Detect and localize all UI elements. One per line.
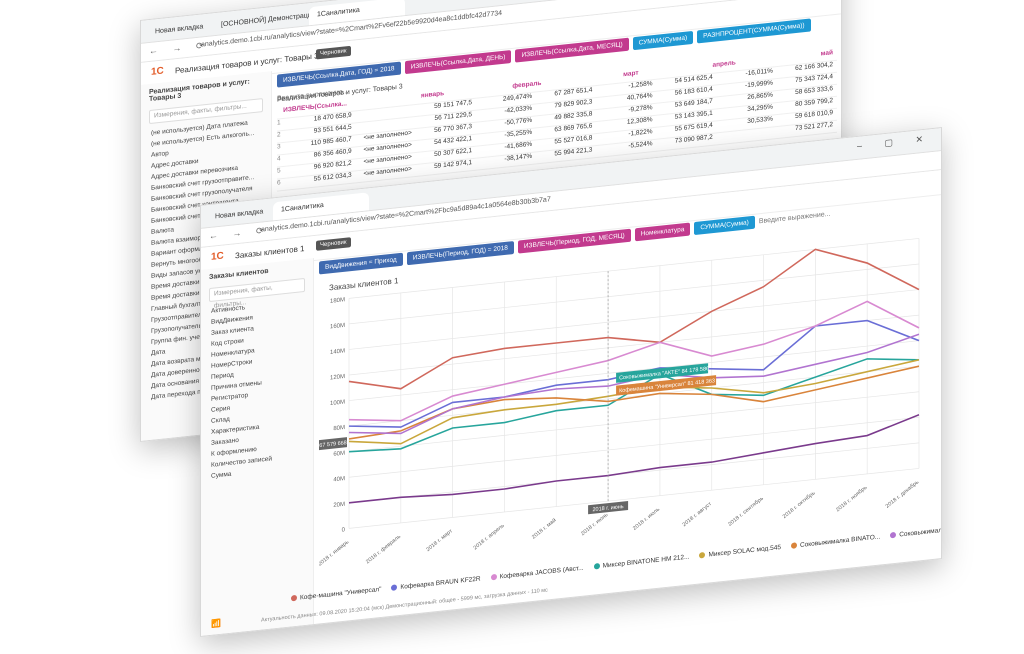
window-controls[interactable]: – ▢ ✕ [856, 132, 933, 151]
x-tick-label: 2018 г. май [530, 517, 557, 541]
gridline [349, 263, 919, 325]
pivot-cell: 6 [277, 179, 281, 187]
y-tick-label: 60M [333, 451, 345, 458]
gridline [349, 442, 919, 504]
crosshair-x-badge [588, 501, 629, 515]
gridline [349, 468, 919, 529]
x-tick-label: 2018 г. ноябрь [835, 485, 868, 514]
fields-sidebar: Заказы клиентов Измерения, факты, фильтр… [201, 258, 314, 636]
x-tick-label: 2018 г. июнь [580, 512, 609, 537]
legend-swatch [490, 574, 497, 581]
pivot-cell: 4 [277, 155, 281, 163]
x-tick-label: 2018 г. февраль [365, 534, 402, 566]
legend-item[interactable]: Кофеварка JACOBS (Авст... [490, 564, 584, 582]
gridline [349, 365, 919, 427]
y-tick-label: 40M [333, 476, 345, 483]
front-browser-window: Новая вкладка 1Cаналитика – ▢ ✕ ← → ⟳ an… [200, 127, 942, 637]
legend-swatch [391, 584, 398, 592]
legend-swatch [291, 595, 297, 602]
gridline [349, 416, 919, 478]
y-tick-label: 100M [330, 399, 345, 407]
chart-type-icon[interactable]: 📶 [211, 618, 221, 629]
legend-swatch [890, 532, 897, 539]
legend-label: Кофеварка BRAUN KF22R [400, 575, 481, 591]
y-tick-label: 140M [330, 348, 345, 356]
legend-label: Миксер BINATONE HM 212... [602, 553, 690, 570]
x-tick-label: 2018 г. июль [632, 507, 661, 532]
x-tick-label: 2018 г. октябрь [782, 490, 817, 520]
y-tick-label: 120M [330, 374, 345, 382]
y-tick-label: 0 [342, 527, 346, 533]
series-line[interactable] [348, 238, 920, 394]
y-tick-label: 160M [330, 323, 345, 331]
pivot-cell: 1 [277, 119, 281, 127]
x-tick-label: 2018 г. декабрь [885, 479, 920, 509]
legend-item[interactable]: Соковыжималка BINATO... [790, 533, 881, 550]
draft-badge: Черновик [316, 45, 351, 60]
chart-title: Заказы клиентов 1 [329, 276, 399, 292]
gridline [349, 340, 919, 401]
legend-item[interactable]: Соковыжималка SOLAC ... [890, 523, 942, 539]
y-tick-label: 180M [330, 297, 345, 305]
legend-item[interactable]: Кофеварка BRAUN KF22R [391, 575, 481, 592]
y-tick-label: 80M [333, 425, 345, 432]
legend-swatch [593, 563, 600, 570]
report-title: Заказы клиентов 1 [235, 244, 305, 261]
x-tick-label: 2018 г. март [425, 528, 454, 553]
gridline [349, 391, 919, 453]
draft-badge: Черновик [316, 237, 351, 251]
pivot-cell: 2 [277, 131, 281, 139]
y-tick-label: 20M [333, 502, 345, 509]
tooltip-box [616, 363, 709, 383]
legend-label: Соковыжималка BINATO... [799, 533, 881, 549]
x-tick-label: 2018 г. сентябрь [727, 496, 765, 528]
crosshair-y-badge [319, 437, 347, 451]
line-chart: Заказы клиентов 1 0 20M 40M 60M 80M 100M 120M 14… [319, 238, 920, 568]
tooltip-box [616, 375, 717, 396]
legend-label: Соковыжималка SOLAC ... [899, 523, 942, 539]
app-logo: 1C [211, 250, 224, 263]
gridline [349, 238, 919, 299]
x-tick-label: 2018 г. январь [319, 539, 350, 567]
crosshair-y-label: 67 579 668 [319, 440, 346, 449]
x-tick-label: 2018 г. август [682, 501, 714, 528]
crosshair-x-label: 2018 г. июнь [593, 504, 624, 513]
gridline [349, 289, 919, 350]
series-line[interactable] [349, 414, 920, 506]
legend-item[interactable]: Миксер BINATONE HM 212... [593, 553, 690, 571]
pivot-cell: 5 [277, 167, 281, 175]
app-logo: 1C [151, 65, 164, 78]
legend-label: Кофеварка JACOBS (Авст... [499, 564, 584, 581]
legend-swatch [790, 542, 797, 550]
series-line[interactable] [348, 296, 920, 426]
legend-swatch [699, 552, 706, 559]
pivot-cell: 3 [277, 143, 281, 151]
legend-label: Миксер SOLAC мод.545 [708, 543, 781, 559]
legend-item[interactable]: Миксер SOLAC мод.545 [699, 543, 781, 560]
x-tick-label: 2018 г. апрель [473, 523, 506, 551]
